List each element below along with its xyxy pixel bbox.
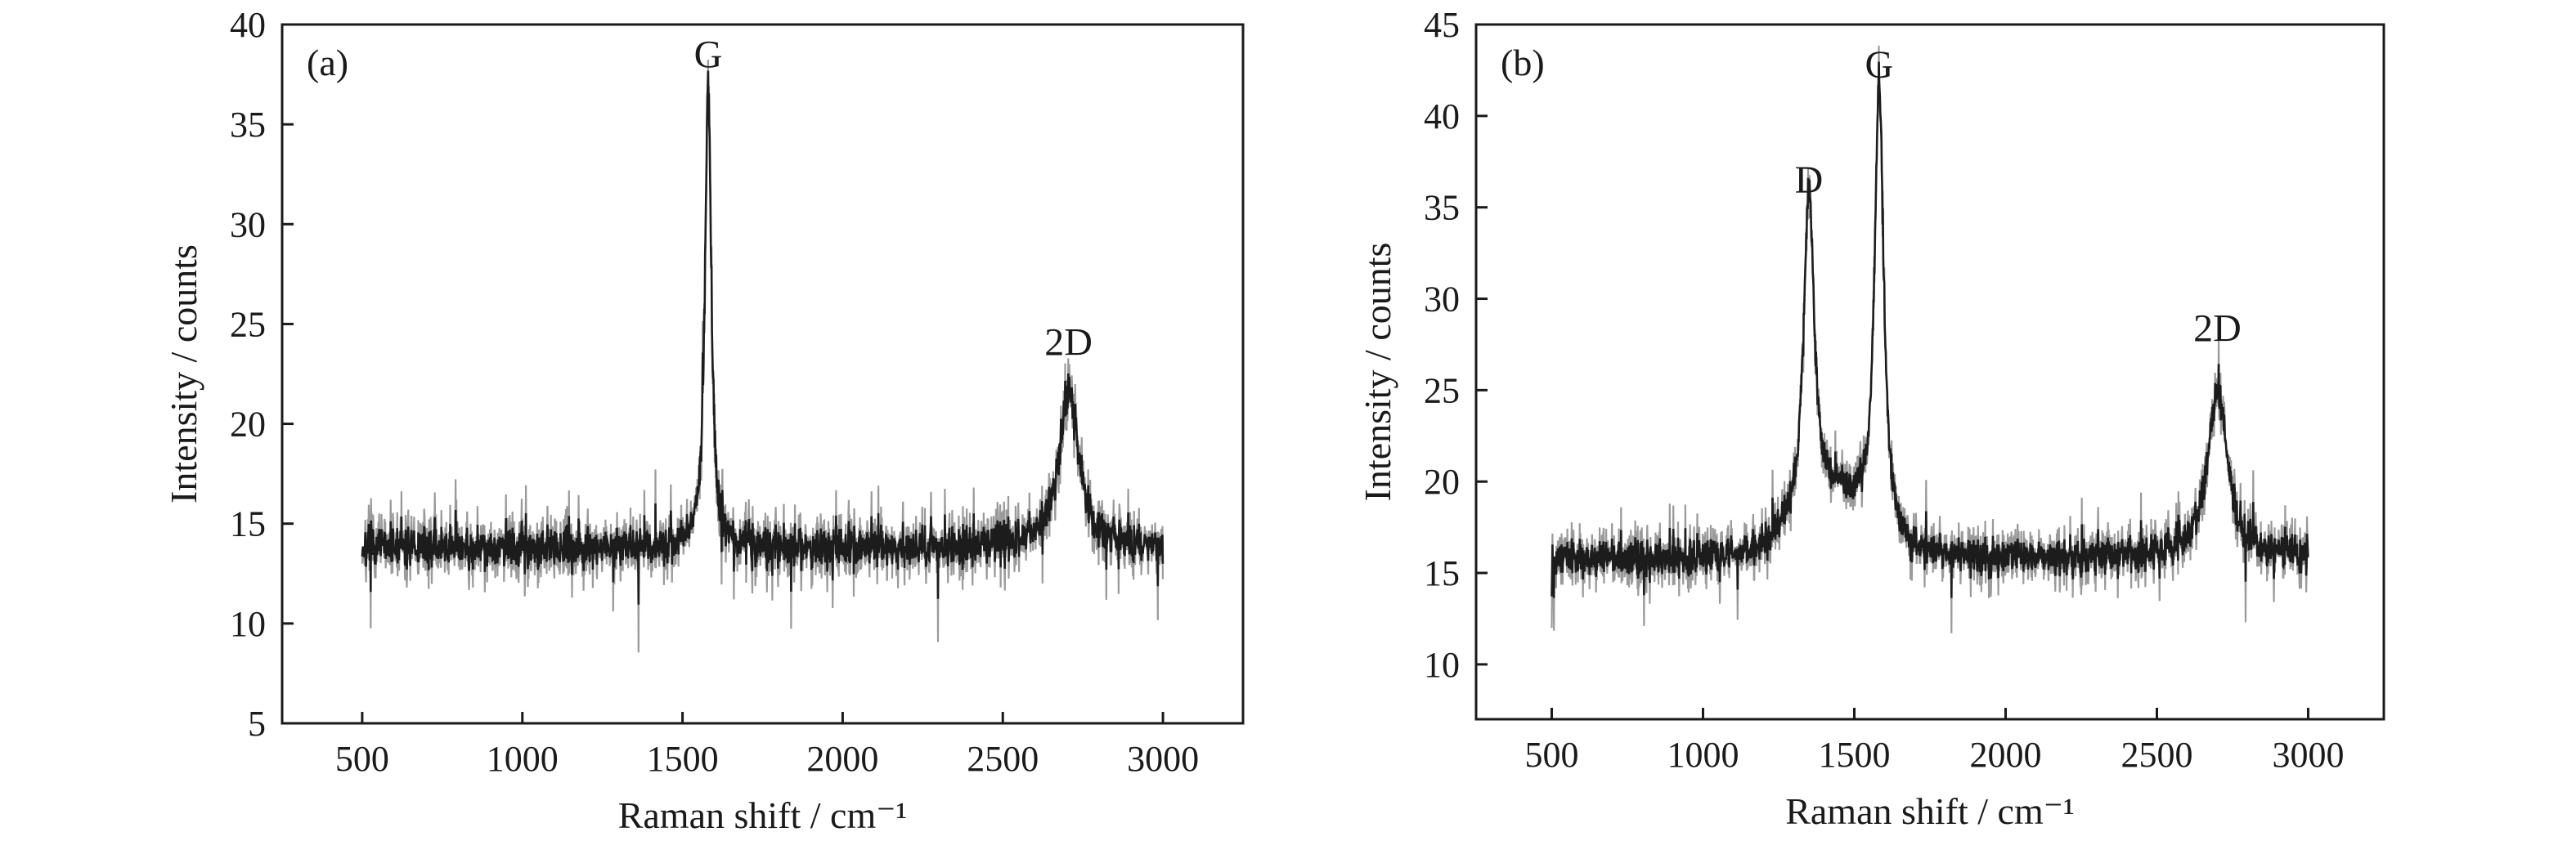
x-tick-label-a-1500: 1500 [647, 739, 719, 779]
y-tick-label-a-30: 30 [230, 204, 266, 244]
x-ticks-b: 500 1000 1500 2000 2500 3000 [1525, 708, 2345, 775]
y-tick-label-a-25: 25 [230, 304, 266, 344]
spectrum-b [1551, 45, 2309, 633]
peak-label-b-d: D [1795, 159, 1824, 202]
x-tick-label-b-3000: 3000 [2273, 735, 2345, 775]
y-axis-title-a: Intensity / counts [163, 244, 204, 503]
y-tick-label-a-35: 35 [230, 105, 266, 145]
spectrum-a [361, 60, 1165, 653]
spectrum-b-dark-trace [1551, 61, 2309, 598]
panel-a: 500 1000 1500 2000 2500 3000 510152025303540 … [163, 5, 1245, 836]
y-axis-title-b: Intensity / counts [1357, 243, 1398, 502]
peak-label-b-g: G [1865, 43, 1894, 87]
x-tick-label-a-500: 500 [335, 739, 389, 779]
y-tick-label-b-25: 25 [1424, 370, 1460, 410]
peak-label-a-g: G [694, 34, 723, 77]
peak-label-a-2d: 2D [1044, 320, 1093, 364]
spectrum-a-light-trace [361, 60, 1164, 653]
y-ticks-b: 10 15 20 25 30 35 40 45 [1424, 5, 1488, 685]
x-tick-label-b-1500: 1500 [1819, 735, 1891, 775]
y-tick-label-b-15: 15 [1424, 553, 1460, 593]
x-axis-title-a: Raman shift / cm⁻¹ [618, 794, 908, 836]
x-tick-label-a-2500: 2500 [967, 739, 1039, 779]
y-tick-label-b-40: 40 [1424, 96, 1460, 136]
peak-labels-b: D G 2D [1795, 43, 2242, 350]
x-tick-label-a-3000: 3000 [1127, 739, 1199, 779]
y-tick-label-a-5: 5 [248, 704, 266, 744]
plot-frame-a [280, 23, 1245, 725]
x-axis-title-b: Raman shift / cm⁻¹ [1785, 790, 2075, 832]
x-tick-label-a-2000: 2000 [806, 739, 878, 779]
panel-label-b: (b) [1501, 42, 1545, 83]
y-tick-label-a-40: 40 [230, 5, 266, 45]
x-ticks-a: 500 1000 1500 2000 2500 3000 [335, 712, 1199, 779]
spectrum-a-dark-trace [361, 70, 1165, 605]
y-tick-label-b-20: 20 [1424, 462, 1460, 502]
y-ticks-a: 5 10 15 20 25 30 35 40 [230, 5, 294, 744]
y-tick-label-b-10: 10 [1424, 645, 1460, 685]
x-tick-label-b-2500: 2500 [2121, 735, 2193, 775]
panel-label-a: (a) [307, 42, 348, 83]
y-tick-label-b-35: 35 [1424, 188, 1460, 228]
y-tick-label-a-10: 10 [230, 604, 266, 644]
peak-labels-a: G 2D [694, 34, 1093, 365]
peak-label-b-2d: 2D [2193, 306, 2242, 350]
x-tick-label-b-500: 500 [1525, 735, 1579, 775]
x-tick-label-a-1000: 1000 [487, 739, 559, 779]
x-tick-label-b-2000: 2000 [1970, 735, 2042, 775]
y-tick-label-b-30: 30 [1424, 280, 1460, 320]
plot-frame-b [1474, 23, 2385, 721]
y-tick-label-b-45: 45 [1424, 5, 1460, 45]
y-tick-label-a-20: 20 [230, 405, 266, 445]
y-tick-label-a-15: 15 [230, 504, 266, 544]
panel-b: 500 1000 1500 2000 2500 3000 10 15 20 25 30 35 40 45… [1357, 5, 2385, 832]
x-tick-label-b-1000: 1000 [1667, 735, 1739, 775]
